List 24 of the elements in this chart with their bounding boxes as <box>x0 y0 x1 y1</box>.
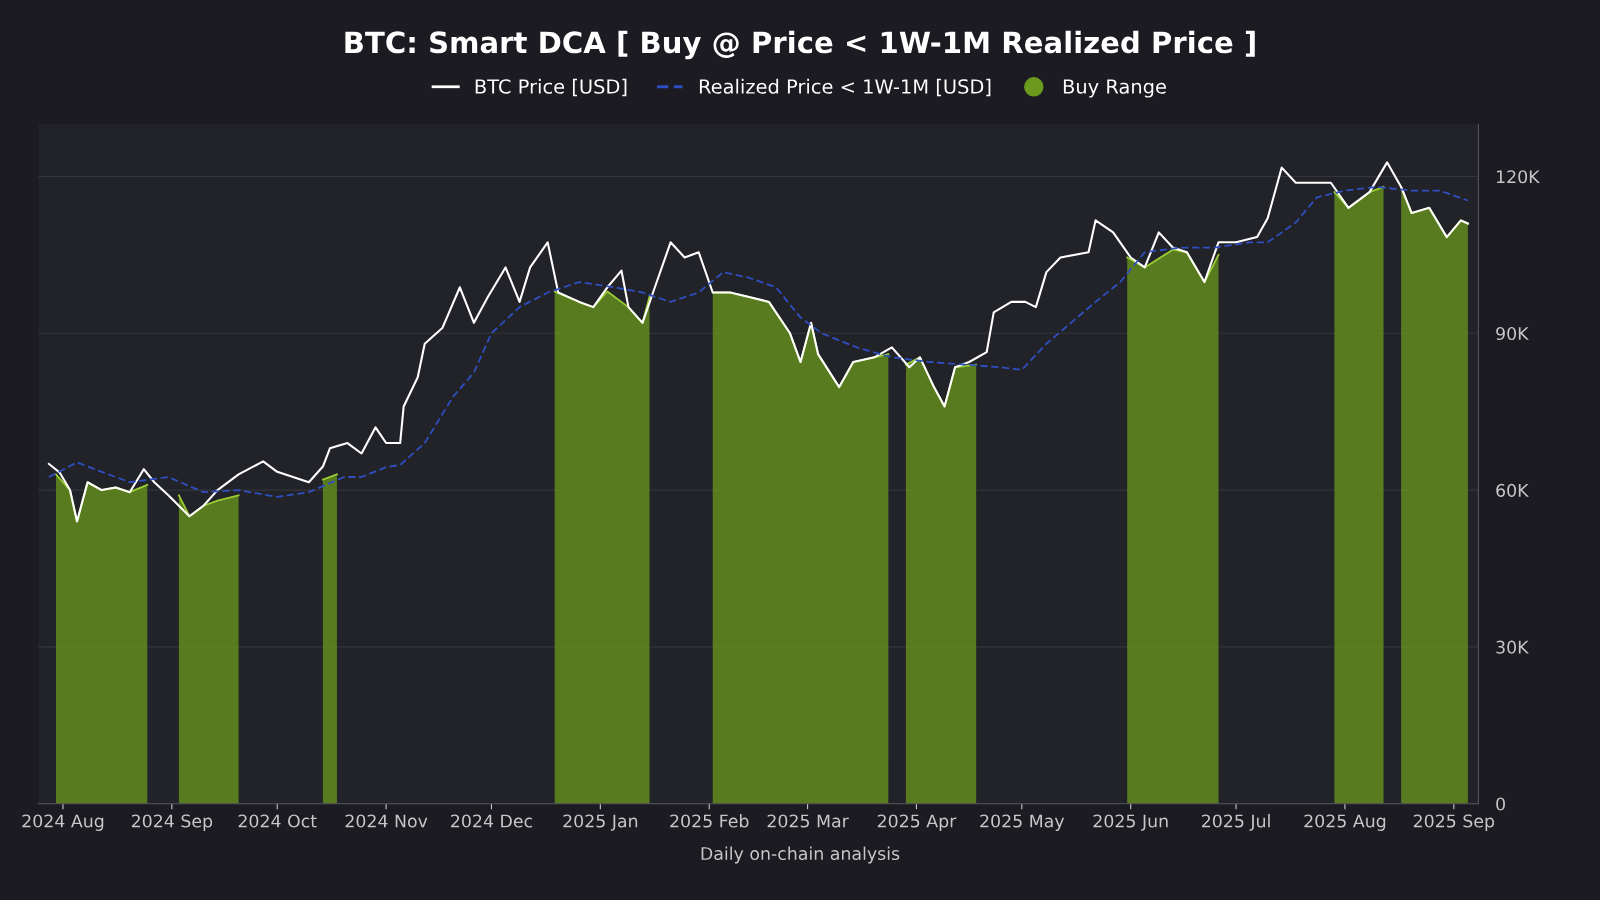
x-tick-label: 2025 Jan <box>563 814 638 831</box>
x-tick-label: 2024 Aug <box>22 814 104 831</box>
y-tick-label: 30K <box>1496 640 1529 654</box>
x-tick-label: 2025 Jul <box>1202 814 1270 831</box>
x-tick-label: 2025 Aug <box>1304 814 1386 831</box>
y-tick-label: 60K <box>1496 483 1529 497</box>
y-tick-label: 90K <box>1496 326 1529 341</box>
x-tick-label: 2024 Nov <box>345 814 428 828</box>
y-tick-label: 120K <box>1496 170 1540 184</box>
x-tick-label: 2024 Sep <box>131 814 213 831</box>
legend-label: BTC Price [USD] <box>475 78 627 97</box>
legend-label: Realized Price < 1W-1M [USD] <box>699 78 991 97</box>
chart-title: BTC: Smart DCA [ Buy @ Price < 1W-1M Realized Price ] <box>345 30 1255 60</box>
x-tick-label: 2025 Jun <box>1093 814 1168 831</box>
x-tick-label: 2025 Feb <box>670 814 749 828</box>
text: Daily on-chain analysis <box>701 846 900 864</box>
x-tick-label: 2025 May <box>980 814 1065 831</box>
x-tick-label: 2025 Mar <box>767 814 849 828</box>
x-tick-label: 2025 Sep <box>1413 814 1495 831</box>
x-tick-label: 2025 Apr <box>877 814 957 831</box>
y-tick-label: 0 <box>1496 797 1505 811</box>
legend-label: Buy Range <box>1063 79 1166 98</box>
x-tick-label: 2024 Oct <box>238 814 317 828</box>
x-tick-label: 2024 Dec <box>451 814 533 828</box>
